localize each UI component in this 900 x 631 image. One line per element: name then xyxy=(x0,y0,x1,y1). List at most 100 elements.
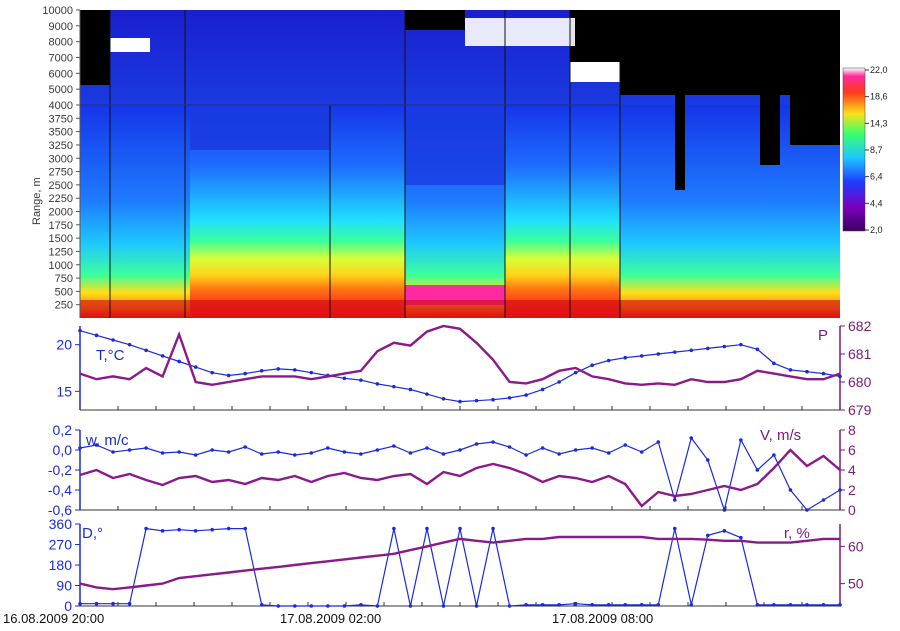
colorbar-ticks: 22,0 18,6 14,3 8,7 6,4 4,4 2,0 xyxy=(865,65,888,235)
series-point xyxy=(805,603,809,607)
colorbar xyxy=(842,67,866,232)
colorbar-tick-label: 22,0 xyxy=(870,65,888,75)
series-point xyxy=(392,384,396,389)
heatmap-nosignal-b xyxy=(405,10,465,30)
series-point xyxy=(127,448,132,452)
heatmap-tick-label: 2500 xyxy=(49,180,73,192)
series-point xyxy=(408,451,413,455)
heatmap-nosignal-c xyxy=(570,10,840,70)
series-point xyxy=(259,369,264,373)
lidar-heatmap xyxy=(80,10,840,318)
series-point xyxy=(573,370,578,375)
series-point xyxy=(656,440,661,444)
series-point xyxy=(144,446,148,450)
series-point xyxy=(210,527,214,532)
series-point xyxy=(458,448,462,452)
x-label-0: 16.08.2009 20:00 xyxy=(3,611,104,626)
series-point xyxy=(243,371,248,376)
series-point xyxy=(689,603,694,607)
series-point xyxy=(392,526,396,531)
series-point xyxy=(474,398,479,403)
heatmap-surface-dark xyxy=(80,300,840,318)
series-point xyxy=(507,396,512,400)
series-point xyxy=(160,354,165,358)
series-point xyxy=(425,446,429,450)
series-point xyxy=(722,529,727,533)
series-point xyxy=(821,371,826,376)
heatmap-tick-label: 6000 xyxy=(49,68,73,80)
series-point xyxy=(144,348,148,353)
series-point xyxy=(458,399,462,404)
series-point xyxy=(540,387,545,392)
series-point xyxy=(656,603,661,607)
series-point xyxy=(276,367,281,371)
series-point xyxy=(425,392,429,396)
heatmap-cloud-a xyxy=(570,62,620,82)
left-tick-label: 270 xyxy=(49,537,73,553)
series-point xyxy=(590,363,594,368)
heatmap-tick-label: 1750 xyxy=(49,220,73,232)
left-tick-label: 360 xyxy=(49,516,73,532)
series-point xyxy=(177,450,181,454)
heatmap-tick-label: 2250 xyxy=(49,193,73,205)
series-point xyxy=(755,603,760,607)
series-point xyxy=(590,446,594,450)
series-point xyxy=(755,347,760,352)
series-point xyxy=(474,442,479,446)
heatmap-tick-label: 1000 xyxy=(49,260,73,272)
series-point xyxy=(639,603,644,607)
segment-dividers xyxy=(80,10,621,318)
series-point xyxy=(177,359,181,364)
series-point xyxy=(540,603,545,607)
series-point xyxy=(193,365,198,369)
heatmap-black-b xyxy=(760,95,780,165)
right-tick-label: 0 xyxy=(848,502,856,518)
series-point xyxy=(788,368,793,372)
series-point xyxy=(838,488,842,492)
series-point xyxy=(226,450,231,454)
series-point xyxy=(359,603,363,607)
series-point xyxy=(111,338,115,342)
heatmap-tick-label: 7000 xyxy=(49,53,73,65)
heatmap-tick-label: 3500 xyxy=(49,127,73,139)
series-point xyxy=(788,603,793,607)
line-panel-2: 0,2 0,0 -0,2 -0,4 -0,6 8 6 4 2 0 xyxy=(48,422,856,518)
series-point xyxy=(722,344,727,349)
series-point xyxy=(425,526,429,531)
series-point xyxy=(623,603,628,607)
series-point xyxy=(557,380,561,384)
series-point xyxy=(177,527,181,532)
series-point xyxy=(739,438,743,442)
series-point xyxy=(590,603,594,607)
heatmap-nosignal-a xyxy=(80,10,110,85)
heatmap-tick-label: 5000 xyxy=(49,84,73,96)
series-point xyxy=(573,601,578,606)
right-series-line xyxy=(79,535,840,591)
left-tick-label: 0,2 xyxy=(53,422,73,438)
series-point xyxy=(375,382,380,386)
series-point xyxy=(672,350,677,354)
series-point xyxy=(326,604,330,608)
heatmap-tick-label: 1500 xyxy=(49,233,73,245)
heatmap-tick-label: 750 xyxy=(55,273,73,285)
left-tick-label: 0,0 xyxy=(53,442,73,458)
series-point xyxy=(309,451,314,455)
series-point xyxy=(276,604,281,608)
right-series-line xyxy=(79,324,841,387)
vertical-wind-label: w, m/c xyxy=(85,432,129,449)
heatmap-cloud-b xyxy=(465,18,575,46)
x-label-1: 17.08.2009 02:00 xyxy=(280,611,381,626)
series-point xyxy=(276,450,281,454)
heatmap-ylabel: Range, m xyxy=(31,177,43,225)
series-point xyxy=(160,451,165,455)
wind-direction-label: D,° xyxy=(82,525,103,542)
series-point xyxy=(375,604,380,608)
heatmap-lower-e xyxy=(505,105,620,318)
series-point xyxy=(78,446,82,450)
x-label-2: 17.08.2009 08:00 xyxy=(552,611,653,626)
line-panels: 20156826816806790,20,0-0,2-0,4-0,6864203… xyxy=(48,318,872,614)
series-point xyxy=(111,601,115,606)
heatmap-tick-label: 8000 xyxy=(49,37,73,49)
heatmap-black-c xyxy=(790,95,840,145)
